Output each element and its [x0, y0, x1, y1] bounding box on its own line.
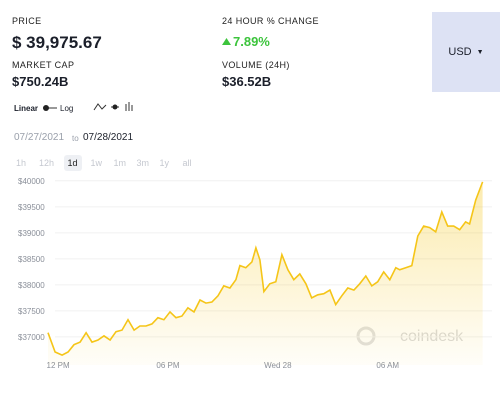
volume-value: $36.52B [222, 74, 272, 89]
range-button[interactable]: 3m [136, 158, 150, 168]
y-tick-label: $39500 [18, 203, 45, 212]
y-tick-label: $38500 [18, 255, 45, 264]
y-tick-label: $40000 [18, 177, 45, 186]
range-button[interactable]: all [182, 158, 192, 168]
range-button[interactable]: 1h [16, 158, 27, 168]
price-line [47, 181, 484, 356]
range-button[interactable]: 1w [90, 158, 103, 168]
stat-label: PRICE [12, 16, 42, 26]
x-tick-label: Wed 28 [264, 361, 292, 370]
linear-toggle[interactable]: Linear [14, 104, 39, 113]
toggle[interactable] [42, 104, 58, 112]
x-tick-label: 12 PM [47, 361, 70, 370]
range-button[interactable]: 12h [39, 158, 55, 168]
price-value: $ 39,975.67 [12, 33, 102, 52]
date-to-word: to [72, 134, 79, 143]
currency-selector[interactable]: USD ▼ [432, 12, 500, 92]
y-tick-label: $38000 [18, 281, 45, 290]
currency: USD [448, 46, 472, 58]
date-to[interactable]: 07/28/2021 [83, 132, 134, 143]
x-tick-label: 06 PM [156, 361, 179, 370]
stat-label: MARKET CAP [12, 60, 75, 70]
x-tick-label: 06 AM [376, 361, 399, 370]
range-button[interactable]: 1y [159, 158, 170, 168]
y-tick-label: $37500 [18, 307, 45, 316]
caret: ▼ [476, 48, 484, 56]
y-tick-label: $37000 [18, 333, 45, 342]
change-value: 7.89% [233, 34, 270, 49]
market-cap-value: $750.24B [12, 74, 69, 89]
range-button[interactable]: 1d [63, 155, 82, 171]
stat-label: VOLUME (24H) [222, 60, 290, 70]
y-tick-label: $39000 [18, 229, 45, 238]
stat-label: 24 HOUR % CHANGE [222, 16, 319, 26]
range-button[interactable]: 1m [113, 158, 127, 168]
date-from[interactable]: 07/27/2021 [14, 132, 65, 143]
up-arrow [222, 38, 231, 45]
log-toggle[interactable]: Log [60, 104, 74, 113]
chart-type-icons[interactable] [93, 101, 139, 113]
area [48, 181, 483, 365]
